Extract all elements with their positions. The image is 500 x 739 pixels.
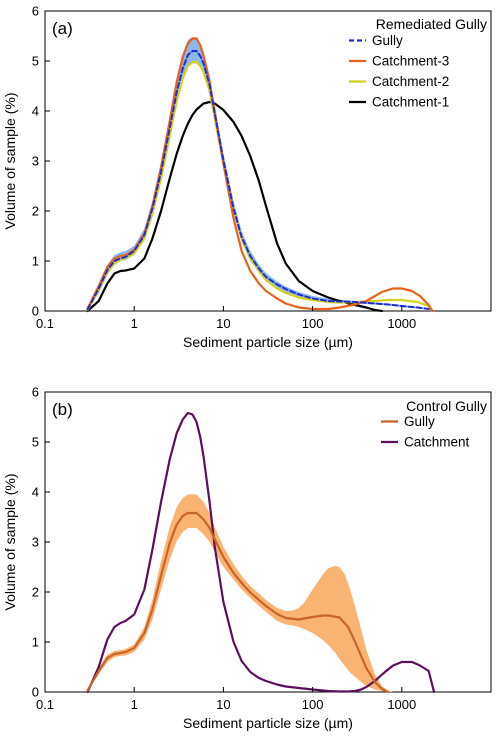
x-tick-label-b-0: 0.1 [36,697,54,712]
axis-layer-b: 0.1 1 10 100 1000 0 1 2 3 4 5 6 [32,385,416,713]
y-tick-label-a-1: 1 [32,254,39,269]
legend-label-a-1: Catchment-3 [372,54,449,69]
legend-title-a: Remediated Gully [376,16,487,32]
y-tick-label-b-4: 4 [32,485,39,500]
x-tick-label-a-3: 100 [302,316,324,331]
x-tick-label-b-3: 100 [302,697,324,712]
y-tick-label-b-0: 0 [32,685,39,700]
legend-label-b-1: Catchment [404,435,470,450]
x-tick-label-a-4: 1000 [387,316,416,331]
panel-a: (a) Sediment particle size (µm) Volume o… [2,4,492,350]
y-tick-label-b-2: 2 [32,585,39,600]
x-tick-label-a-0: 0.1 [36,316,54,331]
legend-title-b: Control Gully [406,398,487,414]
y-tick-label-b-6: 6 [32,385,39,400]
uncertainty-band-b [87,494,394,692]
series-line-a-0 [86,50,430,311]
panel-label-b: (b) [52,400,73,419]
x-tick-label-b-4: 1000 [387,697,416,712]
series-line-a-3 [86,100,384,313]
legend-label-a-0: Gully [372,33,403,48]
x-axis-label-a: Sediment particle size (µm) [183,334,353,350]
y-tick-label-a-6: 6 [32,4,39,19]
x-tick-label-b-1: 1 [131,697,138,712]
y-tick-label-a-0: 0 [32,304,39,319]
panel-b: (b) Sediment particle size (µm) Volume o… [2,385,492,731]
x-tick-label-a-1: 1 [131,316,138,331]
y-tick-label-b-1: 1 [32,635,39,650]
legend-a: Gully Catchment-3 Catchment-2 Catchment-1 [349,33,449,110]
y-tick-label-a-3: 3 [32,154,39,169]
y-tick-label-b-5: 5 [32,435,39,450]
band-layer-b [87,494,394,692]
axis-layer-a: 0.1 1 10 100 1000 0 1 2 3 4 5 6 [32,4,416,332]
legend-label-a-3: Catchment-1 [372,95,449,110]
legend-label-b-0: Gully [404,414,435,429]
legend-b: Gully Catchment [381,414,470,450]
x-axis-label-b: Sediment particle size (µm) [183,715,353,731]
series-layer-b [86,411,436,694]
y-tick-label-a-4: 4 [32,104,39,119]
panel-label-a: (a) [52,19,73,38]
series-line-b-0 [86,511,390,694]
y-axis-label-b: Volume of sample (%) [2,474,18,611]
y-tick-label-a-5: 5 [32,54,39,69]
x-tick-label-b-2: 10 [216,697,230,712]
series-line-b-1 [86,411,436,694]
y-axis-label-a: Volume of sample (%) [2,93,18,230]
x-tick-label-a-2: 10 [216,316,230,331]
y-tick-label-a-2: 2 [32,204,39,219]
legend-label-a-2: Catchment-2 [372,74,449,89]
y-tick-label-b-3: 3 [32,535,39,550]
series-layer-a [86,37,434,313]
